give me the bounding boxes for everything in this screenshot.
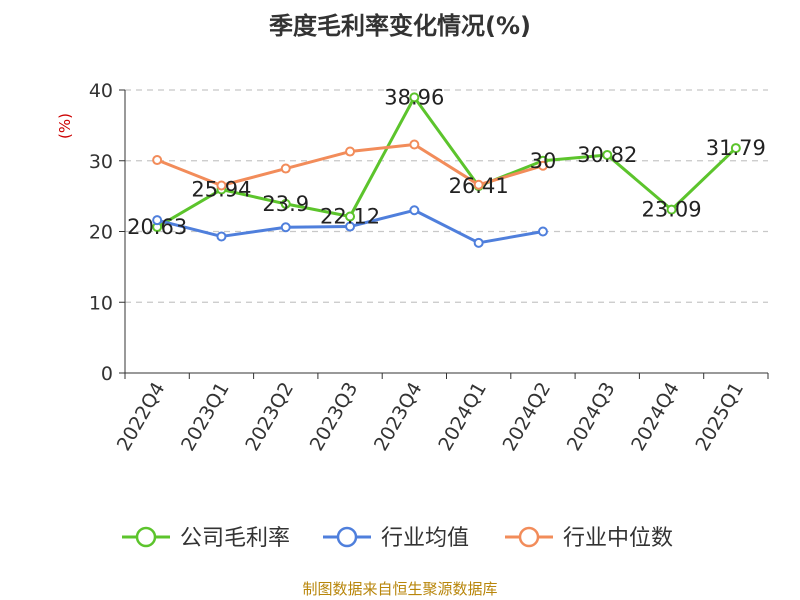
- point-1-2023Q2: [280, 222, 291, 233]
- point-0-2024Q3: [602, 149, 613, 160]
- point-0-2023Q2: [280, 198, 291, 209]
- x-tick-label-2023Q2: 2023Q2: [241, 379, 298, 455]
- data-label-2025Q1: 31.79: [706, 136, 766, 160]
- point-2-2024Q1: [473, 179, 484, 190]
- data-label-2024Q2: 30: [530, 149, 557, 173]
- data-label-2023Q4: 38.96: [384, 85, 444, 109]
- series-line-0-0: [156, 95, 737, 229]
- x-tick-label-2023Q4: 2023Q4: [370, 379, 427, 455]
- y-tick-label-20: 20: [89, 222, 113, 244]
- y-tick-label-30: 30: [89, 151, 113, 173]
- data-label-2024Q3: 30.82: [577, 143, 637, 167]
- legend: 公司毛利率 行业均值 行业中位数: [122, 526, 673, 551]
- point-2-2023Q1: [216, 180, 227, 191]
- y-axis-label: (%): [56, 113, 74, 139]
- point-2-2023Q4: [409, 139, 420, 150]
- legend-marker-1: [336, 526, 358, 548]
- legend-marker-2: [518, 526, 540, 548]
- legend-label-1: 行业均值: [381, 526, 469, 551]
- legend-label-2: 行业中位数: [563, 526, 673, 551]
- x-tick-label-2023Q3: 2023Q3: [306, 379, 363, 455]
- data-label-2023Q2: 23.9: [262, 192, 309, 216]
- point-2-2023Q3: [345, 146, 356, 157]
- x-tick-label-2023Q1: 2023Q1: [177, 379, 234, 455]
- point-0-2025Q1: [730, 143, 741, 154]
- x-tick-label-2022Q4: 2022Q4: [113, 379, 170, 455]
- y-tick-label-10: 10: [89, 292, 113, 314]
- data-label-2024Q1: 26.41: [449, 174, 509, 198]
- y-tick-label-0: 0: [101, 363, 113, 385]
- point-1-2024Q2: [537, 226, 548, 237]
- x-tick-label-2024Q3: 2024Q3: [563, 379, 620, 455]
- series-group: [152, 92, 741, 248]
- x-tick-label-2024Q1: 2024Q1: [434, 379, 491, 455]
- legend-label-0: 公司毛利率: [180, 526, 290, 551]
- data-label-2023Q1: 25.94: [191, 177, 251, 201]
- point-0-2024Q4: [666, 204, 677, 215]
- point-0-2023Q4: [409, 92, 420, 103]
- x-tick-label-2024Q2: 2024Q2: [499, 379, 556, 455]
- point-2-2023Q2: [280, 163, 291, 174]
- x-tick-label-2025Q1: 2025Q1: [691, 379, 748, 455]
- chart-title: 季度毛利率变化情况(%): [269, 12, 531, 40]
- point-0-2023Q3: [345, 211, 356, 222]
- data-label-2024Q4: 23.09: [641, 198, 701, 222]
- point-1-2023Q1: [216, 231, 227, 242]
- data-label-2023Q3: 22.12: [320, 205, 380, 229]
- point-1-2022Q4: [152, 215, 163, 226]
- legend-marker-0: [135, 526, 157, 548]
- point-2-2022Q4: [152, 155, 163, 166]
- point-1-2023Q3: [345, 221, 356, 232]
- point-2-2024Q2: [537, 160, 548, 171]
- source-note: 制图数据来自恒生聚源数据库: [302, 580, 497, 598]
- y-tick-label-40: 40: [89, 80, 113, 102]
- gridlines: [125, 89, 768, 303]
- point-1-2023Q4: [409, 205, 420, 216]
- x-tick-label-2024Q4: 2024Q4: [627, 379, 684, 455]
- data-label-2022Q4: 20.63: [127, 215, 187, 239]
- point-1-2024Q1: [473, 237, 484, 248]
